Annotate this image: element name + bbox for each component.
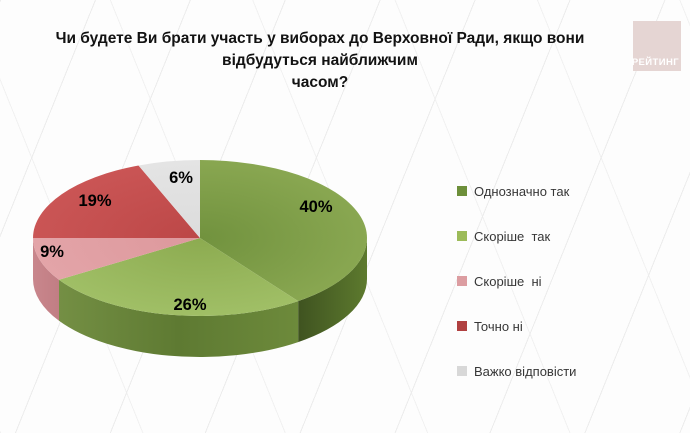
pie-slice-3 — [33, 165, 200, 238]
legend-item: Однозначно так — [457, 183, 576, 199]
pie-rim-1 — [58, 279, 299, 357]
legend-label: Однозначно так — [474, 183, 570, 199]
pie-percent-label: 19% — [78, 192, 111, 210]
pie-rim-2 — [33, 238, 59, 321]
legend-swatch — [457, 321, 467, 331]
legend-label: Важко відповісти — [474, 363, 577, 379]
legend-swatch — [457, 231, 467, 241]
pie-percent-label: 9% — [40, 243, 64, 261]
legend-label: Скоріше так — [474, 228, 551, 244]
pie-percent-label: 26% — [173, 296, 206, 314]
pie-slice-1 — [58, 238, 299, 317]
legend-item: Точно ні — [457, 318, 576, 334]
pie-slice-0 — [200, 160, 367, 302]
legend-swatch — [457, 186, 467, 196]
pie-slice-2 — [33, 238, 200, 280]
pie-slice-4 — [138, 160, 200, 238]
rating-logo-text: РЕЙТИНГ — [631, 57, 679, 68]
pie-rim-0 — [298, 238, 367, 343]
legend-item: Скоріше ні — [457, 273, 576, 289]
chart-title-line-1: Чи будете Ви брати участь у виборах до В… — [55, 30, 585, 69]
legend-swatch — [457, 366, 467, 376]
legend-label: Точно ні — [474, 318, 523, 334]
chart-title: Чи будете Ви брати участь у виборах до В… — [6, 28, 634, 94]
chart-title-line-2: часом? — [291, 74, 349, 91]
legend-label: Скоріше ні — [474, 273, 542, 289]
rating-logo: РЕЙТИНГ — [631, 21, 681, 71]
legend-item: Важко відповісти — [457, 363, 576, 379]
pie-percent-label: 6% — [169, 169, 193, 187]
pie-percent-label: 40% — [299, 198, 332, 216]
legend: Однозначно так Скоріше так Скоріше ні То… — [457, 183, 576, 408]
legend-swatch — [457, 276, 467, 286]
legend-item: Скоріше так — [457, 228, 576, 244]
